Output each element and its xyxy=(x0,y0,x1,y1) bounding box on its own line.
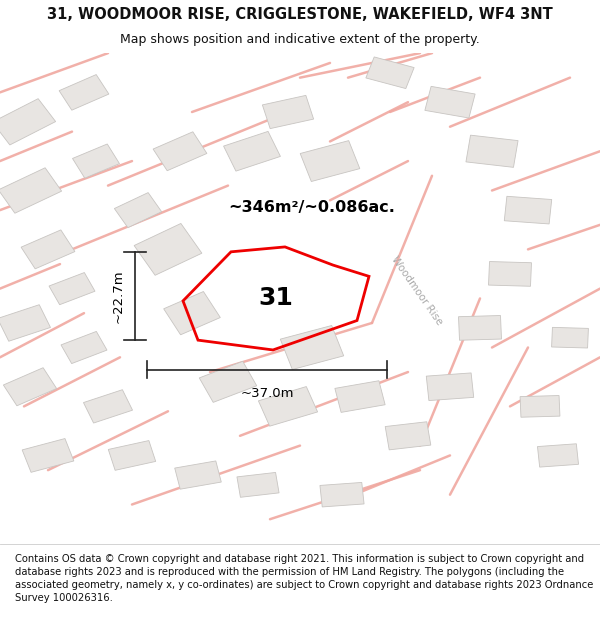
Polygon shape xyxy=(21,230,75,269)
Text: 31: 31 xyxy=(259,286,293,311)
Polygon shape xyxy=(466,135,518,168)
Text: ~37.0m: ~37.0m xyxy=(240,387,294,400)
Polygon shape xyxy=(108,441,156,470)
Text: 31, WOODMOOR RISE, CRIGGLESTONE, WAKEFIELD, WF4 3NT: 31, WOODMOOR RISE, CRIGGLESTONE, WAKEFIE… xyxy=(47,8,553,22)
Polygon shape xyxy=(237,472,279,498)
Polygon shape xyxy=(259,387,317,426)
Polygon shape xyxy=(115,192,161,228)
Polygon shape xyxy=(458,316,502,340)
Polygon shape xyxy=(366,57,414,89)
Polygon shape xyxy=(49,272,95,305)
Polygon shape xyxy=(153,132,207,171)
Polygon shape xyxy=(335,381,385,412)
Polygon shape xyxy=(262,96,314,129)
Polygon shape xyxy=(175,461,221,489)
Polygon shape xyxy=(488,261,532,286)
Polygon shape xyxy=(224,131,280,171)
Polygon shape xyxy=(199,361,257,403)
Polygon shape xyxy=(426,373,474,401)
Polygon shape xyxy=(59,74,109,110)
Text: ~22.7m: ~22.7m xyxy=(111,269,124,322)
Polygon shape xyxy=(425,86,475,118)
Polygon shape xyxy=(538,444,578,467)
Polygon shape xyxy=(551,328,589,348)
Polygon shape xyxy=(61,331,107,364)
Text: ~346m²/~0.086ac.: ~346m²/~0.086ac. xyxy=(228,200,395,215)
Polygon shape xyxy=(280,326,344,369)
Polygon shape xyxy=(73,144,119,178)
Polygon shape xyxy=(300,141,360,181)
Text: Map shows position and indicative extent of the property.: Map shows position and indicative extent… xyxy=(120,33,480,46)
Polygon shape xyxy=(0,305,50,341)
Polygon shape xyxy=(4,368,56,406)
Polygon shape xyxy=(504,196,552,224)
Polygon shape xyxy=(385,422,431,450)
Polygon shape xyxy=(0,168,62,213)
Polygon shape xyxy=(83,390,133,423)
Polygon shape xyxy=(0,99,56,145)
Text: Contains OS data © Crown copyright and database right 2021. This information is : Contains OS data © Crown copyright and d… xyxy=(15,554,593,603)
Polygon shape xyxy=(134,224,202,275)
Polygon shape xyxy=(520,396,560,418)
Polygon shape xyxy=(320,482,364,507)
Polygon shape xyxy=(22,439,74,472)
Text: Woodmoor Rise: Woodmoor Rise xyxy=(389,255,445,328)
Polygon shape xyxy=(164,291,220,335)
